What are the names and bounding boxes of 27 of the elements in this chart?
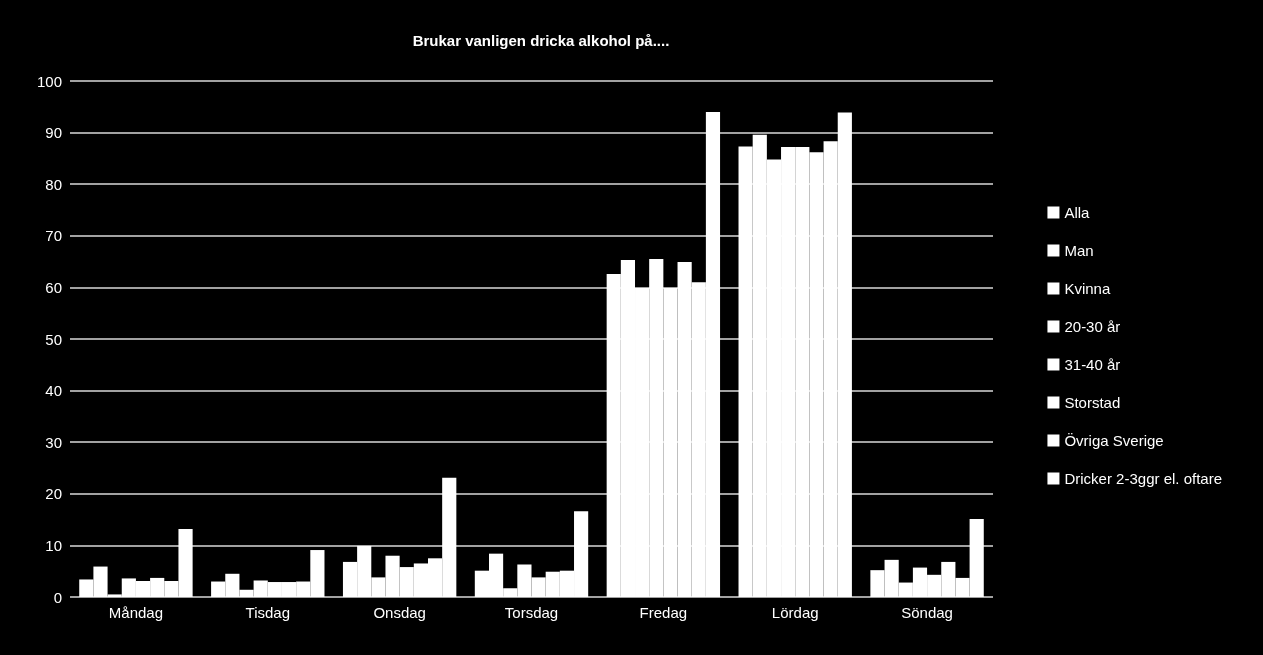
y-tick-label: 40 <box>45 382 62 400</box>
x-tick-label: Lördag <box>771 604 819 621</box>
x-tick-label: Måndag <box>108 604 164 621</box>
legend-label: Dricker 2-3ggr el. oftare <box>1064 470 1222 487</box>
legend-label: Storstad <box>1064 394 1121 411</box>
y-tick-label: 10 <box>45 536 62 554</box>
y-tick-label: 30 <box>45 433 62 451</box>
y-tick-label: 70 <box>45 227 62 245</box>
legend-label: 20-30 år <box>1064 318 1121 335</box>
legend-label: 31-40 år <box>1064 356 1121 373</box>
y-tick-label: 80 <box>45 175 62 193</box>
x-tick-label: Onsdag <box>373 604 426 621</box>
chart-title: Brukar vanligen dricka alkohol på.... <box>412 32 670 49</box>
y-tick-label: 60 <box>45 278 62 296</box>
x-tick-label: Tisdag <box>245 604 291 621</box>
legend-label: Man <box>1064 242 1094 259</box>
y-tick-label: 90 <box>45 124 62 142</box>
x-tick-label: Torsdag <box>504 604 559 621</box>
legend-label: Övriga Sverige <box>1064 432 1164 449</box>
y-tick-label: 20 <box>45 485 62 503</box>
y-tick-label: 0 <box>53 588 62 606</box>
y-tick-label: 50 <box>45 330 62 348</box>
legend-label: Alla <box>1064 204 1091 221</box>
legend-label: Kvinna <box>1064 280 1111 297</box>
x-tick-label: Söndag <box>901 604 953 621</box>
x-tick-label: Fredag <box>639 604 688 621</box>
y-tick-label: 100 <box>36 72 62 90</box>
